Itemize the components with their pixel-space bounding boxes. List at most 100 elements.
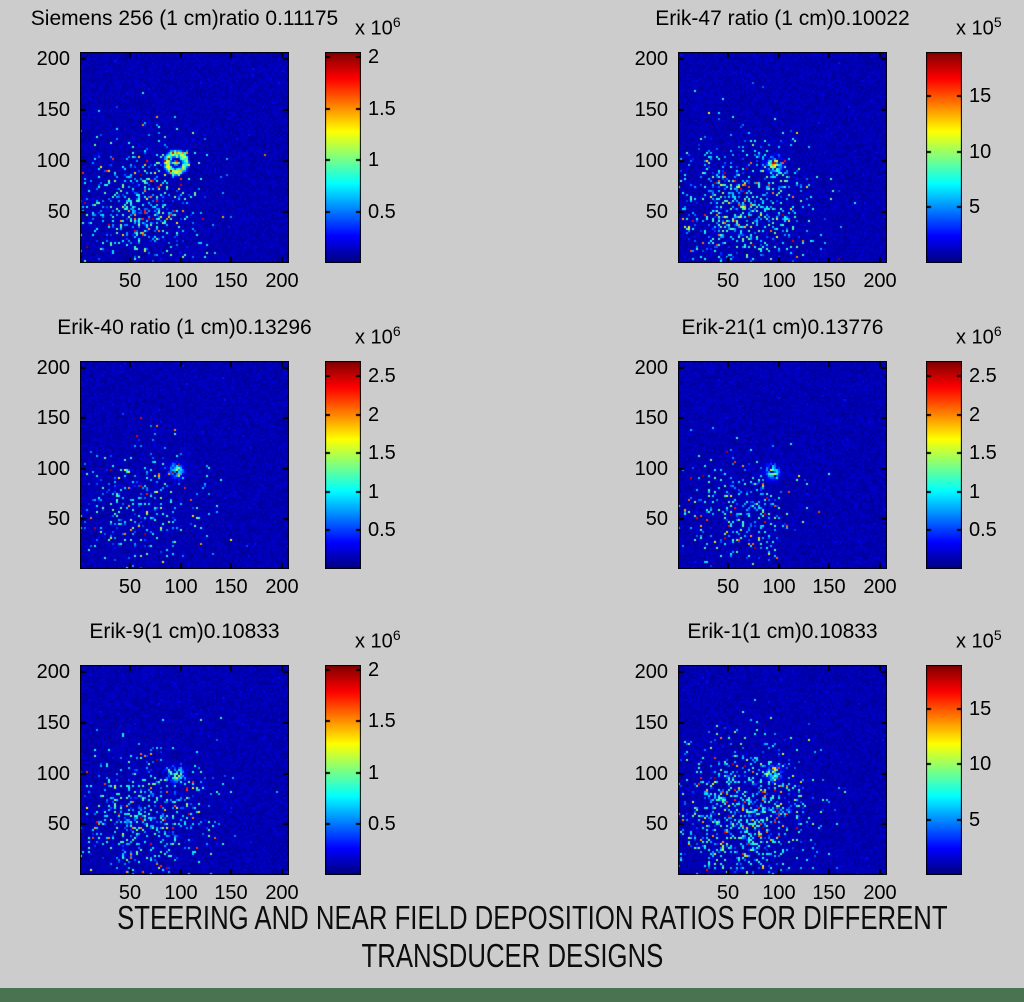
colorbar-canvas-5 <box>926 665 962 875</box>
y-tick-label: 150 <box>634 407 668 429</box>
y-tick-label: 150 <box>634 99 668 121</box>
x-tick-label: 100 <box>762 576 796 598</box>
x-tick-label: 200 <box>265 882 299 904</box>
x-tick-label: 100 <box>164 882 198 904</box>
y-tick-label: 200 <box>634 357 668 379</box>
heatmap-canvas-3 <box>678 361 887 569</box>
colorbar-canvas-2 <box>325 361 361 569</box>
y-tick-label: 200 <box>36 357 70 379</box>
colorbar-tick-label: 1.5 <box>368 442 396 464</box>
subplot-title: Erik-47 ratio (1 cm)0.10022 <box>655 7 910 30</box>
scale-mantissa: x 10 <box>956 630 994 653</box>
colorbar-canvas-3 <box>926 361 962 569</box>
x-tick-label: 150 <box>214 270 248 292</box>
y-tick-label: 50 <box>47 813 70 835</box>
caption-text-2: TRANSDUCER DESIGNS <box>361 937 663 974</box>
colorbar-tick-label: 2 <box>368 404 380 426</box>
scale-exponent: 6 <box>392 323 401 339</box>
y-tick-label: 100 <box>634 763 668 785</box>
colorbar-tick-label: 2 <box>368 659 380 681</box>
subplot-title: Siemens 256 (1 cm)ratio 0.11175 <box>30 7 339 30</box>
colorbar-tick-label: 10 <box>969 753 992 775</box>
heatmap-canvas-1 <box>678 52 887 263</box>
scale-exponent: 5 <box>993 14 1002 30</box>
x-tick-label: 150 <box>812 576 846 598</box>
colorbar-tick-label: 2 <box>969 404 981 426</box>
colorbar-tick-label: 5 <box>969 196 981 218</box>
x-tick-label: 200 <box>265 576 299 598</box>
x-tick-label: 50 <box>118 270 142 292</box>
colorbar-scale-label: x 106 <box>355 14 401 41</box>
x-tick-label: 50 <box>118 576 142 598</box>
colorbar-canvas-1 <box>926 52 962 263</box>
subplot-title: Erik-21(1 cm)0.13776 <box>681 316 884 339</box>
colorbar-tick-label: 1.5 <box>368 98 396 120</box>
heatmap-canvas-4 <box>80 665 289 875</box>
y-tick-label: 150 <box>36 712 70 734</box>
colorbar-tick-label: 1.5 <box>969 442 997 464</box>
y-tick-label: 200 <box>634 48 668 70</box>
x-tick-label: 200 <box>863 270 897 292</box>
y-tick-label: 200 <box>36 48 70 70</box>
scale-exponent: 6 <box>392 627 401 643</box>
colorbar-canvas-0 <box>325 52 361 263</box>
x-tick-label: 50 <box>716 882 740 904</box>
colorbar-tick-label: 0.5 <box>368 519 396 541</box>
x-tick-label: 200 <box>265 270 299 292</box>
x-tick-label: 150 <box>214 576 248 598</box>
heatmap-canvas-0 <box>80 52 289 263</box>
colorbar-tick-label: 0.5 <box>368 813 396 835</box>
caption-text-1: STEERING AND NEAR FIELD DEPOSITION RATIO… <box>117 899 948 936</box>
x-tick-label: 150 <box>214 882 248 904</box>
colorbar-tick-label: 15 <box>969 698 992 720</box>
footer-accent-bar <box>0 988 1024 1002</box>
scale-mantissa: x 10 <box>956 17 994 40</box>
y-tick-label: 50 <box>645 508 668 530</box>
colorbar-tick-label: 15 <box>969 85 992 107</box>
x-tick-label: 200 <box>863 882 897 904</box>
x-tick-label: 100 <box>164 270 198 292</box>
colorbar-tick-label: 10 <box>969 141 992 163</box>
scale-exponent: 6 <box>993 323 1002 339</box>
y-tick-label: 50 <box>47 201 70 223</box>
x-tick-label: 200 <box>863 576 897 598</box>
y-tick-label: 50 <box>47 508 70 530</box>
colorbar-tick-label: 2.5 <box>368 365 396 387</box>
colorbar-tick-label: 2 <box>368 46 380 68</box>
figure-caption: STEERING AND NEAR FIELD DEPOSITION RATIO… <box>0 899 1024 975</box>
colorbar-tick-label: 1 <box>368 149 380 171</box>
colorbar-scale-label: x 106 <box>956 323 1002 350</box>
y-tick-label: 50 <box>645 201 668 223</box>
heatmap-canvas-5 <box>678 665 887 875</box>
colorbar-scale-label: x 105 <box>956 627 1002 654</box>
colorbar-tick-label: 1 <box>368 481 380 503</box>
x-tick-label: 150 <box>812 882 846 904</box>
scale-mantissa: x 10 <box>355 17 393 40</box>
x-tick-label: 50 <box>118 882 142 904</box>
scale-mantissa: x 10 <box>355 630 393 653</box>
x-tick-label: 100 <box>762 882 796 904</box>
subplot-title: Erik-9(1 cm)0.10833 <box>89 620 280 643</box>
colorbar-scale-label: x 106 <box>355 627 401 654</box>
heatmap-canvas-2 <box>80 361 289 569</box>
y-tick-label: 150 <box>36 407 70 429</box>
x-tick-label: 150 <box>812 270 846 292</box>
subplot-title: Erik-1(1 cm)0.10833 <box>687 620 878 643</box>
y-tick-label: 100 <box>634 458 668 480</box>
y-tick-label: 100 <box>36 150 70 172</box>
y-tick-label: 200 <box>634 661 668 683</box>
x-tick-label: 100 <box>762 270 796 292</box>
x-tick-label: 100 <box>164 576 198 598</box>
caption-line-2: TRANSDUCER DESIGNS <box>0 937 1024 975</box>
colorbar-canvas-4 <box>325 665 361 875</box>
y-tick-label: 200 <box>36 661 70 683</box>
x-tick-label: 50 <box>716 270 740 292</box>
scale-mantissa: x 10 <box>956 326 994 349</box>
y-tick-label: 100 <box>634 150 668 172</box>
y-tick-label: 150 <box>634 712 668 734</box>
colorbar-tick-label: 2.5 <box>969 365 997 387</box>
y-tick-label: 100 <box>36 763 70 785</box>
colorbar-tick-label: 1.5 <box>368 710 396 732</box>
y-tick-label: 150 <box>36 99 70 121</box>
